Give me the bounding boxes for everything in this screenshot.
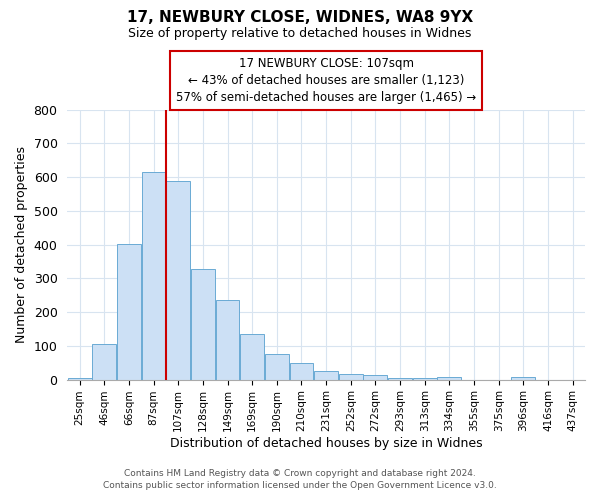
Bar bbox=[215, 300, 239, 380]
Bar bbox=[314, 371, 338, 380]
Text: Size of property relative to detached houses in Widnes: Size of property relative to detached ho… bbox=[128, 28, 472, 40]
Bar bbox=[437, 377, 461, 380]
Text: Contains HM Land Registry data © Crown copyright and database right 2024.
Contai: Contains HM Land Registry data © Crown c… bbox=[103, 468, 497, 490]
Bar bbox=[240, 334, 264, 380]
Bar bbox=[290, 362, 313, 380]
Bar bbox=[117, 244, 141, 380]
Bar bbox=[413, 378, 437, 380]
Text: 17, NEWBURY CLOSE, WIDNES, WA8 9YX: 17, NEWBURY CLOSE, WIDNES, WA8 9YX bbox=[127, 10, 473, 25]
Bar bbox=[511, 377, 535, 380]
Bar bbox=[68, 378, 92, 380]
X-axis label: Distribution of detached houses by size in Widnes: Distribution of detached houses by size … bbox=[170, 437, 482, 450]
Bar bbox=[364, 374, 388, 380]
Bar bbox=[166, 180, 190, 380]
Bar bbox=[92, 344, 116, 380]
Bar bbox=[388, 378, 412, 380]
Bar bbox=[265, 354, 289, 380]
Bar bbox=[339, 374, 363, 380]
Text: 17 NEWBURY CLOSE: 107sqm
← 43% of detached houses are smaller (1,123)
57% of sem: 17 NEWBURY CLOSE: 107sqm ← 43% of detach… bbox=[176, 58, 476, 104]
Bar bbox=[191, 269, 215, 380]
Y-axis label: Number of detached properties: Number of detached properties bbox=[15, 146, 28, 343]
Bar bbox=[142, 172, 166, 380]
